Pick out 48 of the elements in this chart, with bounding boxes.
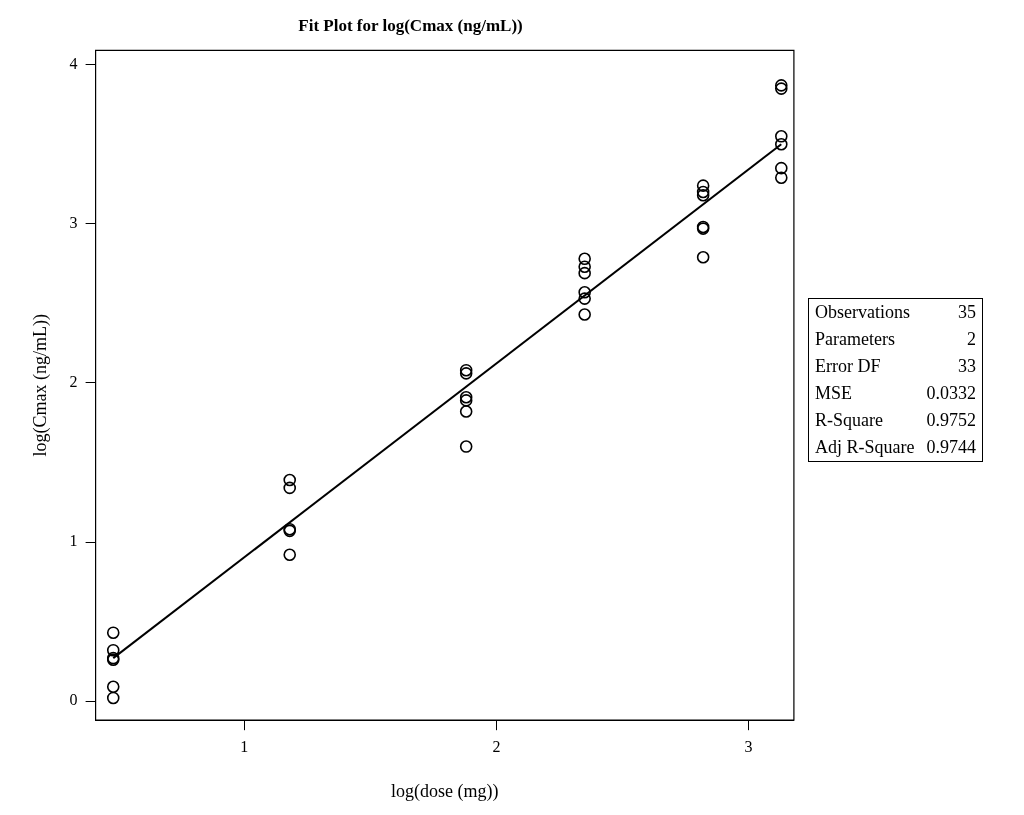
x-tick-label: 3 — [744, 738, 753, 755]
text: 0.9752 — [925, 409, 977, 432]
point — [283, 548, 297, 562]
chart-title: Fit Plot for log(Cmax (ng/mL)) — [298, 15, 523, 35]
x-axis-title: log(dose (mg)) — [391, 780, 499, 802]
point — [106, 643, 120, 657]
y-tick-label: 0 — [69, 691, 78, 709]
point — [696, 250, 710, 264]
point — [696, 179, 710, 192]
point — [459, 390, 473, 404]
point — [283, 481, 297, 495]
point — [459, 394, 473, 407]
point — [578, 308, 591, 321]
y-tick-label: 2 — [69, 373, 78, 391]
text: 0.0332 — [925, 382, 977, 405]
point — [106, 626, 120, 639]
point — [578, 266, 591, 280]
point — [283, 473, 297, 487]
text: 2 — [966, 328, 977, 351]
point — [459, 367, 473, 380]
y-tick-label: 4 — [69, 54, 78, 72]
y-tick-label: 3 — [69, 214, 78, 232]
point — [106, 680, 120, 694]
y-axis-title: log(Cmax (ng/mL)) — [29, 314, 51, 457]
point — [775, 171, 788, 184]
text: 0.9744 — [925, 436, 977, 459]
text: 35 — [957, 301, 977, 324]
x-tick-label: 2 — [492, 738, 501, 755]
x-tick-label: 1 — [240, 738, 249, 755]
point — [578, 285, 591, 299]
point — [459, 440, 473, 453]
text: Adj R-Square — [814, 436, 916, 459]
point — [578, 260, 591, 274]
text: R-Square — [814, 409, 884, 432]
point — [459, 363, 473, 377]
point — [106, 691, 120, 705]
point — [578, 252, 591, 266]
point — [459, 405, 473, 418]
text: 33 — [957, 355, 977, 378]
text: Parameters — [814, 328, 896, 351]
text: Error DF — [814, 355, 882, 378]
point — [775, 130, 788, 143]
point — [578, 292, 591, 305]
text: MSE — [814, 382, 853, 405]
text: Observations — [814, 301, 911, 324]
point — [775, 137, 788, 151]
y-tick-label: 1 — [69, 532, 78, 550]
point — [775, 161, 788, 175]
